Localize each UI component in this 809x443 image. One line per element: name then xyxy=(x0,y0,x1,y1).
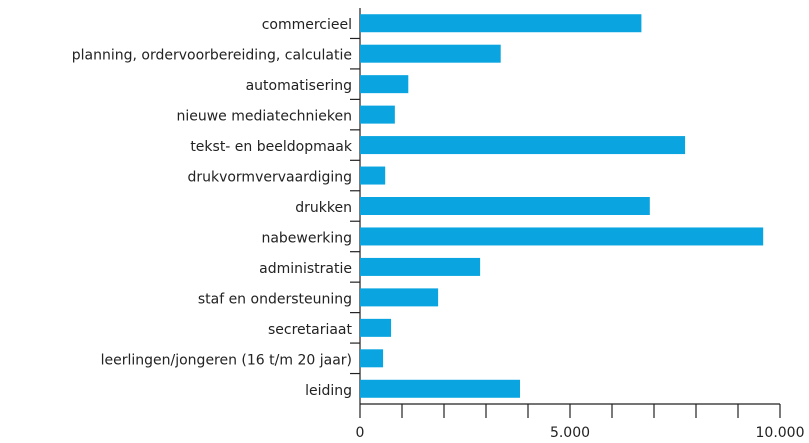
x-tick-label: 0 xyxy=(356,425,365,441)
y-tick-label: nieuwe mediatechnieken xyxy=(176,109,352,125)
bar xyxy=(360,14,642,33)
x-tick-label: 10.000 xyxy=(756,425,805,441)
y-tick-label: drukken xyxy=(295,200,352,216)
y-tick-label: administratie xyxy=(259,261,352,277)
bar xyxy=(360,318,392,337)
bar xyxy=(360,379,521,398)
y-tick-label: nabewerking xyxy=(261,230,352,246)
bar xyxy=(360,257,481,276)
y-tick-label: commercieel xyxy=(262,17,352,33)
bar xyxy=(360,227,764,246)
y-tick-label: secretariaat xyxy=(268,322,353,338)
bar xyxy=(360,136,686,155)
x-tick-label: 5.000 xyxy=(550,425,590,441)
bar xyxy=(360,288,439,307)
bar xyxy=(360,44,501,63)
bar xyxy=(360,349,384,368)
bar xyxy=(360,166,386,185)
y-tick-label: automatisering xyxy=(246,78,352,94)
bar xyxy=(360,197,650,215)
y-tick-label: drukvormvervaardiging xyxy=(187,170,352,186)
y-tick-label: planning, ordervoorbereiding, calculatie xyxy=(72,48,352,64)
bar xyxy=(360,75,409,94)
bar xyxy=(360,105,395,124)
y-tick-label: tekst- en beeldopmaak xyxy=(190,139,353,155)
y-tick-label: staf en ondersteuning xyxy=(198,291,352,307)
y-tick-label: leiding xyxy=(305,383,352,399)
y-tick-label: leerlingen/jongeren (16 t/m 20 jaar) xyxy=(101,352,352,368)
